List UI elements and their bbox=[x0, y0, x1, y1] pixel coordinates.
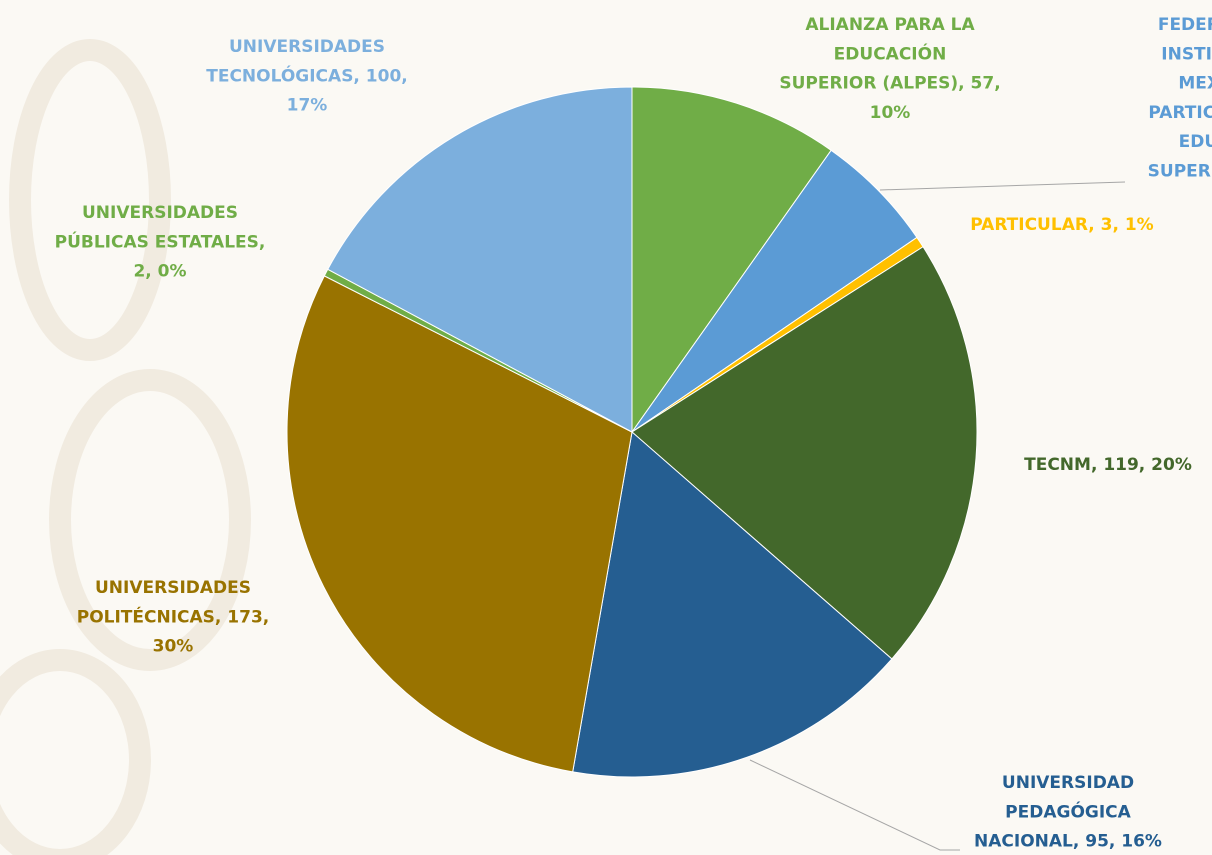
data-label: 30% bbox=[153, 637, 194, 657]
data-label: EDUCACIÓN bbox=[834, 42, 947, 64]
pie-slice bbox=[327, 86, 633, 433]
pie-slice bbox=[631, 246, 978, 660]
data-label: UNIVERSIDADES bbox=[95, 578, 251, 598]
data-label: TECNOLÓGICAS, 100, bbox=[206, 64, 408, 86]
data-label: 10% bbox=[870, 103, 911, 123]
pie-slice bbox=[631, 86, 832, 434]
data-label: UNIVERSIDADES bbox=[229, 37, 385, 57]
data-label: TECNM, 119, 20% bbox=[1024, 455, 1192, 475]
data-label: UNIVERSIDADES bbox=[82, 203, 238, 223]
data-label: NACIONAL, 95, 16% bbox=[974, 832, 1162, 852]
data-label: SUPERIOR (ALPES), 57, bbox=[779, 74, 1000, 94]
data-label: PEDAGÓGICA bbox=[1005, 800, 1132, 822]
data-label: PARTICULARES DE bbox=[1148, 103, 1212, 123]
data-label: SUPERIOR, 33, 6% bbox=[1148, 162, 1212, 182]
data-label: ALIANZA PARA LA bbox=[805, 15, 975, 35]
data-label: PARTICULAR, 3, 1% bbox=[970, 215, 1153, 235]
background-pattern bbox=[0, 39, 251, 855]
pie-slice bbox=[286, 275, 633, 773]
pie-slice bbox=[572, 431, 893, 778]
data-label: POLITÉCNICAS, 173, bbox=[77, 605, 270, 627]
data-label: 17% bbox=[287, 96, 328, 116]
data-label: EDUCACIÓN bbox=[1179, 130, 1212, 152]
leader-line bbox=[879, 181, 1126, 191]
data-label: MEXICANAS bbox=[1178, 74, 1212, 94]
data-label: FEDERACIÓN DE bbox=[1158, 13, 1212, 35]
data-label: UNIVERSIDAD bbox=[1002, 773, 1134, 793]
data-label: INSTITUCIONES bbox=[1161, 44, 1212, 64]
data-label: PÚBLICAS ESTATALES, bbox=[55, 230, 266, 252]
data-label: 2, 0% bbox=[133, 262, 186, 282]
leader-line bbox=[749, 759, 960, 851]
